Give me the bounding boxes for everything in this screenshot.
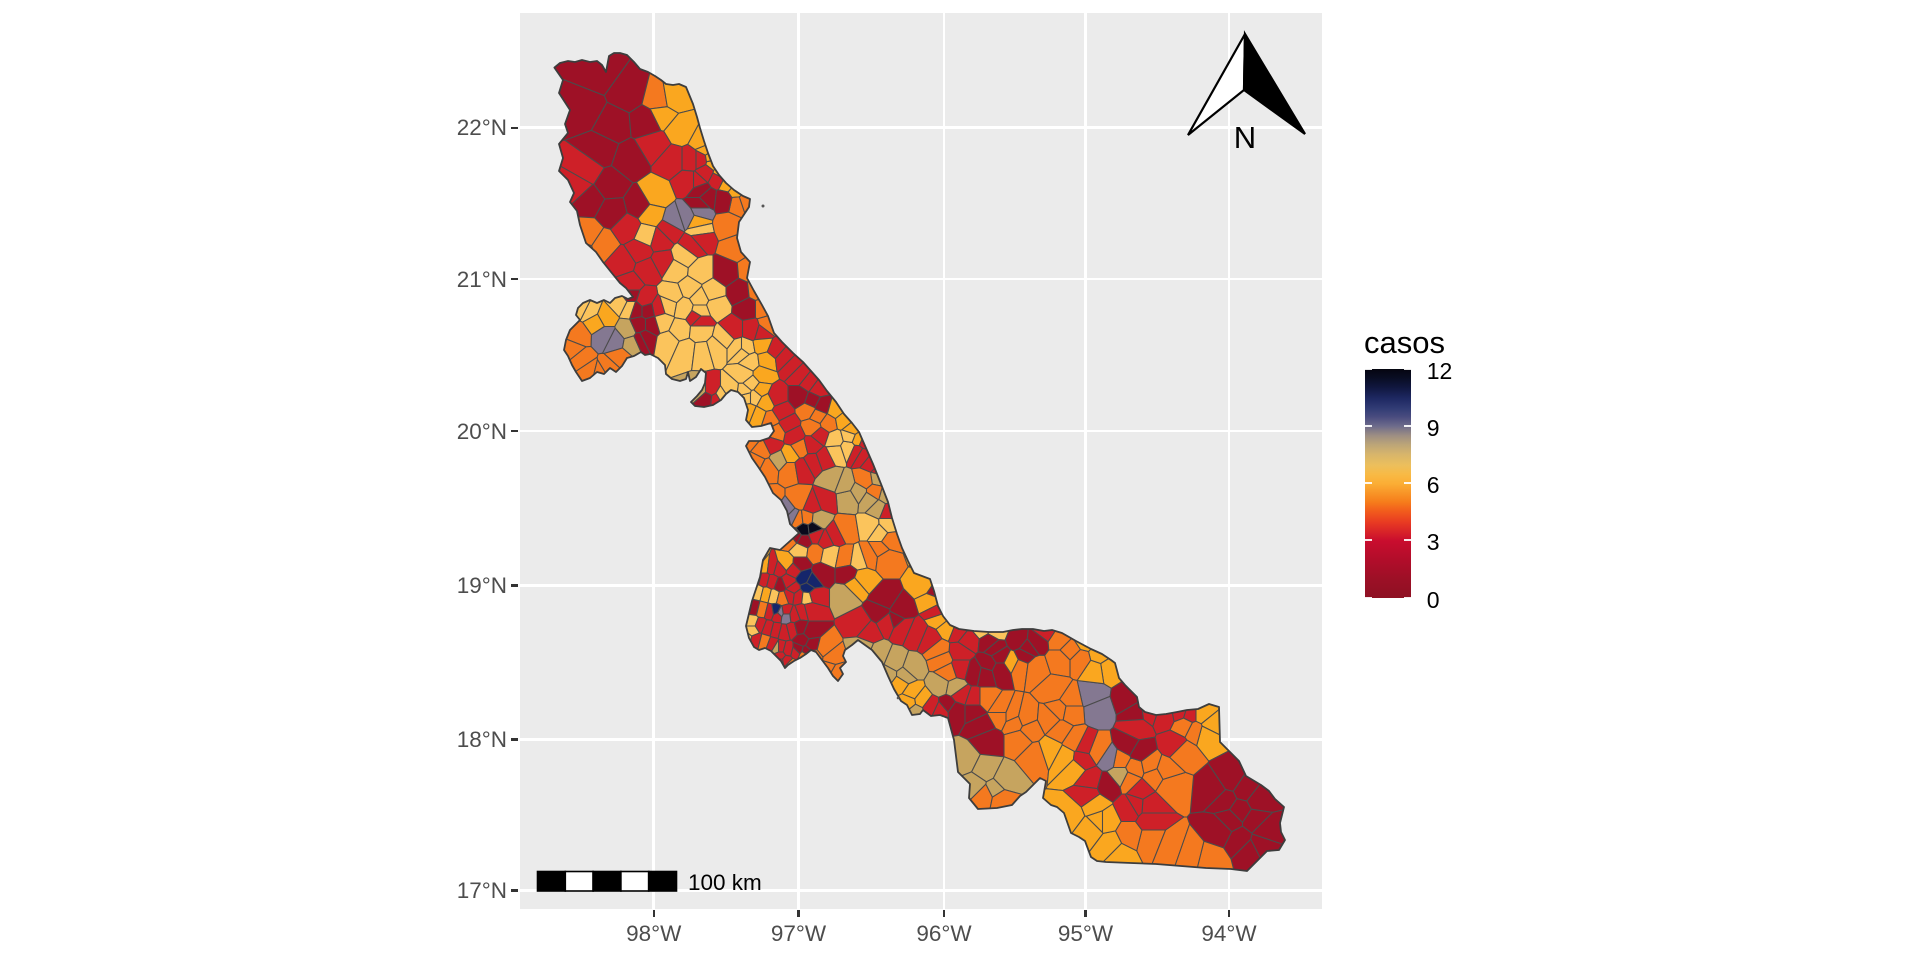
svg-text:N: N <box>1234 120 1256 155</box>
